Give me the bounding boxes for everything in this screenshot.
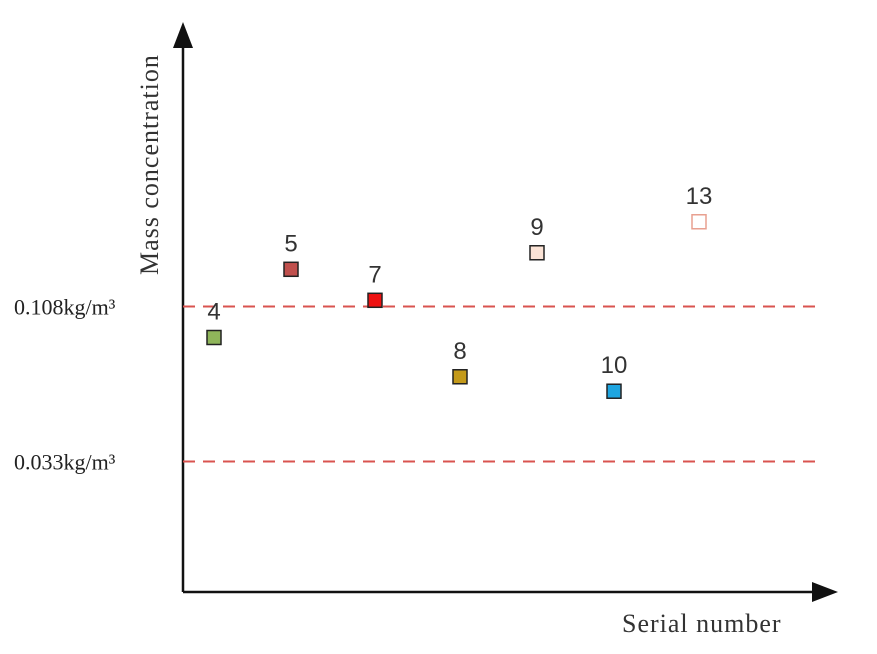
data-point-marker [206, 329, 222, 346]
data-point-label: 5 [284, 230, 297, 257]
x-axis-label: Serial number [622, 609, 782, 638]
y-axis-arrow-icon [173, 22, 193, 48]
data-points: 4 5 7 8 9 10 13 [206, 183, 713, 399]
reference-line-label: 0.108kg/m³ [14, 294, 116, 319]
x-axis-arrow-icon [812, 582, 838, 602]
data-point-marker [283, 261, 299, 278]
data-point-marker [529, 245, 545, 261]
data-point-marker [367, 292, 383, 309]
data-point-label: 9 [530, 214, 543, 241]
reference-lines: 0.108kg/m³ 0.033kg/m³ [14, 294, 822, 474]
data-point-label: 10 [601, 352, 628, 379]
data-point-label: 13 [686, 183, 713, 210]
y-axis-label: Mass concentration [135, 54, 164, 275]
data-point-label: 8 [453, 338, 466, 365]
reference-line-label: 0.033kg/m³ [14, 449, 116, 474]
data-point-marker [691, 214, 707, 230]
data-point-marker [452, 369, 468, 385]
data-point-label: 4 [207, 298, 220, 325]
data-point-label: 7 [368, 261, 381, 288]
data-point-marker [606, 383, 622, 399]
